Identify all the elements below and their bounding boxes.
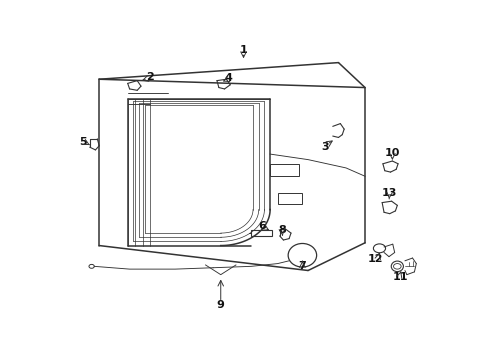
Text: 2: 2 [147, 72, 154, 82]
FancyBboxPatch shape [270, 164, 298, 176]
Ellipse shape [391, 261, 403, 271]
Ellipse shape [288, 243, 317, 267]
Text: 6: 6 [259, 221, 267, 231]
Circle shape [373, 244, 386, 253]
Circle shape [89, 264, 94, 268]
FancyBboxPatch shape [278, 193, 302, 204]
Text: 7: 7 [298, 261, 306, 271]
Text: 9: 9 [217, 300, 225, 310]
Circle shape [393, 264, 401, 269]
Text: 5: 5 [79, 136, 87, 147]
FancyBboxPatch shape [251, 230, 272, 237]
Text: 1: 1 [240, 45, 247, 55]
Text: 4: 4 [224, 73, 232, 83]
Text: 3: 3 [321, 142, 329, 152]
Text: 12: 12 [368, 255, 384, 264]
Text: 10: 10 [385, 148, 400, 158]
Text: 8: 8 [278, 225, 286, 235]
Text: 13: 13 [382, 188, 397, 198]
Text: 11: 11 [392, 273, 408, 283]
